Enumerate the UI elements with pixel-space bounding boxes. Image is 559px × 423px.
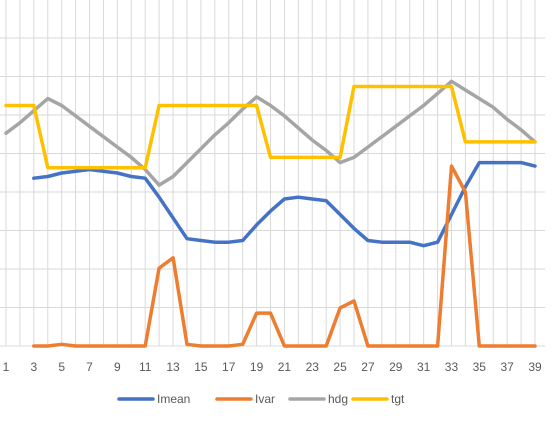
series-line-ivar xyxy=(32,164,537,348)
x-tick-label: 23 xyxy=(306,360,320,374)
x-tick-label: 11 xyxy=(139,360,152,374)
x-tick-label: 1 xyxy=(3,360,10,374)
legend: Imean Ivar hdg tgt xyxy=(117,392,405,406)
x-tick-label: 39 xyxy=(528,360,542,374)
x-tick-label: 25 xyxy=(333,360,347,374)
series-lines xyxy=(4,79,537,348)
x-tick-label: 19 xyxy=(250,360,264,374)
x-tick-label: 21 xyxy=(278,360,292,374)
x-tick-label: 35 xyxy=(473,360,487,374)
legend-label-tgt: tgt xyxy=(391,392,405,406)
legend-label-ivar: Ivar xyxy=(255,392,275,406)
x-tick-label: 13 xyxy=(166,360,180,374)
x-tick-label: 29 xyxy=(389,360,403,374)
x-tick-label: 27 xyxy=(361,360,375,374)
legend-label-imean: Imean xyxy=(157,392,190,406)
x-tick-label: 7 xyxy=(86,360,93,374)
x-tick-label: 17 xyxy=(222,360,236,374)
gridlines xyxy=(0,0,545,347)
x-tick-label: 3 xyxy=(30,360,37,374)
series-line-tgt xyxy=(4,84,537,170)
x-tick-label: 31 xyxy=(417,360,431,374)
x-tick-label: 15 xyxy=(194,360,208,374)
x-tick-label: 33 xyxy=(445,360,459,374)
legend-label-hdg: hdg xyxy=(328,392,348,406)
x-tick-label: 5 xyxy=(58,360,65,374)
series-line-imean xyxy=(32,160,537,248)
x-tick-label: 9 xyxy=(114,360,121,374)
x-axis-tick-labels: 1 3 5 7 9 11 13 15 17 19 21 23 25 27 29 31 33 35 37 39 xyxy=(3,360,542,374)
x-tick-label: 37 xyxy=(500,360,514,374)
